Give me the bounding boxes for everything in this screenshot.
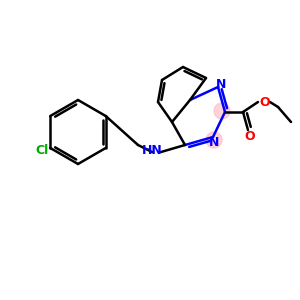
Text: HN: HN <box>142 145 162 158</box>
Text: Cl: Cl <box>36 143 49 157</box>
Text: N: N <box>209 136 219 149</box>
Text: O: O <box>245 130 255 143</box>
Circle shape <box>214 103 230 119</box>
Text: N: N <box>216 77 226 91</box>
Circle shape <box>206 132 222 148</box>
Text: O: O <box>260 95 270 109</box>
